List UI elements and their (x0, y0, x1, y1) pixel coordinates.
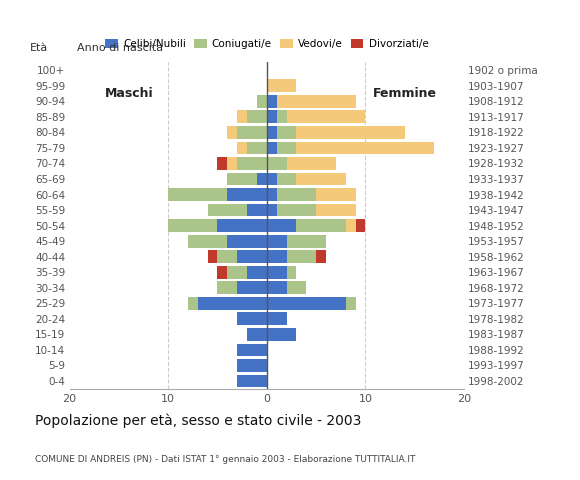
Bar (267, 79, 296, 92)
Text: Femmine: Femmine (373, 87, 437, 100)
Bar (277, 204, 316, 216)
Bar (227, 266, 247, 278)
Bar (267, 95, 277, 108)
Bar (267, 110, 277, 123)
Bar (247, 328, 267, 341)
Bar (277, 126, 296, 139)
Bar (218, 157, 227, 170)
Bar (237, 142, 247, 154)
Bar (287, 250, 316, 263)
Text: Maschi: Maschi (104, 87, 153, 100)
Bar (218, 281, 237, 294)
Bar (267, 204, 277, 216)
Bar (277, 173, 296, 185)
Bar (296, 142, 434, 154)
Bar (267, 126, 277, 139)
Bar (267, 312, 287, 325)
Bar (208, 250, 218, 263)
Bar (257, 173, 267, 185)
Legend: Celibi/Nubili, Coniugati/e, Vedovi/e, Divorziati/e: Celibi/Nubili, Coniugati/e, Vedovi/e, Di… (101, 35, 433, 53)
Bar (267, 219, 296, 232)
Bar (188, 297, 198, 310)
Bar (296, 219, 346, 232)
Bar (227, 188, 267, 201)
Bar (267, 173, 277, 185)
Text: Anno di nascita: Anno di nascita (78, 43, 164, 53)
Bar (267, 266, 287, 278)
Bar (267, 281, 287, 294)
Text: Età: Età (30, 43, 48, 53)
Bar (316, 250, 326, 263)
Bar (346, 297, 356, 310)
Bar (287, 157, 336, 170)
Bar (287, 266, 296, 278)
Bar (247, 110, 267, 123)
Bar (237, 110, 247, 123)
Bar (267, 157, 287, 170)
Bar (296, 173, 346, 185)
Bar (188, 235, 227, 248)
Text: Popolazione per età, sesso e stato civile - 2003: Popolazione per età, sesso e stato civil… (35, 413, 361, 428)
Bar (277, 110, 287, 123)
Bar (287, 281, 306, 294)
Bar (267, 297, 346, 310)
Bar (227, 157, 237, 170)
Bar (237, 126, 267, 139)
Bar (237, 359, 267, 372)
Bar (287, 235, 326, 248)
Bar (237, 375, 267, 387)
Bar (356, 219, 365, 232)
Bar (277, 95, 356, 108)
Bar (247, 142, 267, 154)
Bar (277, 142, 296, 154)
Bar (227, 235, 267, 248)
Bar (237, 250, 267, 263)
Bar (316, 188, 356, 201)
Bar (218, 219, 267, 232)
Bar (267, 142, 277, 154)
Bar (267, 235, 287, 248)
Bar (237, 312, 267, 325)
Bar (237, 344, 267, 356)
Bar (227, 126, 237, 139)
Bar (346, 219, 356, 232)
Text: COMUNE DI ANDREIS (PN) - Dati ISTAT 1° gennaio 2003 - Elaborazione TUTTITALIA.IT: COMUNE DI ANDREIS (PN) - Dati ISTAT 1° g… (35, 455, 415, 464)
Bar (277, 188, 316, 201)
Bar (237, 281, 267, 294)
Bar (316, 204, 356, 216)
Bar (218, 250, 237, 263)
Bar (247, 204, 267, 216)
Bar (296, 126, 405, 139)
Bar (218, 266, 227, 278)
Bar (198, 297, 267, 310)
Bar (267, 250, 287, 263)
Bar (168, 188, 227, 201)
Bar (227, 173, 257, 185)
Bar (257, 95, 267, 108)
Bar (287, 110, 365, 123)
Bar (237, 157, 267, 170)
Bar (168, 219, 218, 232)
Bar (267, 328, 296, 341)
Bar (267, 188, 277, 201)
Bar (247, 266, 267, 278)
Bar (208, 204, 247, 216)
